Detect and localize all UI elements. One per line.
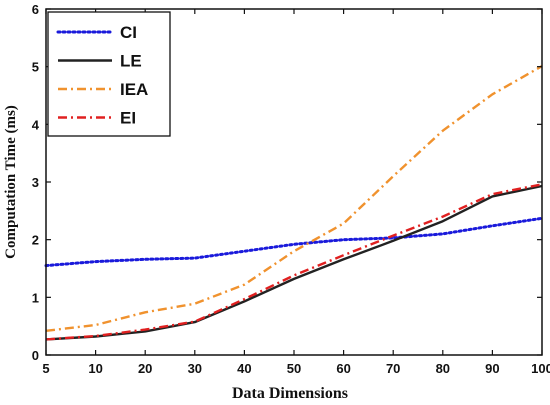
x-axis-title: Data Dimensions bbox=[232, 385, 348, 402]
legend-label-ci: CI bbox=[120, 23, 137, 42]
x-tick-label: 40 bbox=[237, 361, 251, 376]
legend-label-le: LE bbox=[120, 52, 142, 71]
y-tick-label: 0 bbox=[32, 348, 39, 363]
x-tick-label: 5 bbox=[42, 361, 49, 376]
series-line-ei bbox=[45, 183, 543, 341]
x-tick-label: 90 bbox=[485, 361, 499, 376]
x-tick-label: 50 bbox=[287, 361, 301, 376]
y-tick-label: 3 bbox=[32, 175, 39, 190]
y-tick-label: 5 bbox=[32, 60, 39, 75]
y-tick-label: 6 bbox=[32, 2, 39, 17]
y-axis-title: Computation Time (ms) bbox=[3, 105, 19, 259]
y-tick-label: 1 bbox=[32, 290, 39, 305]
x-tick-label: 100 bbox=[531, 361, 550, 376]
x-tick-label: 80 bbox=[436, 361, 450, 376]
series-line-iea bbox=[45, 65, 543, 332]
legend-label-ei: EI bbox=[120, 109, 136, 128]
y-tick-label: 4 bbox=[32, 117, 40, 132]
x-tick-label: 70 bbox=[386, 361, 400, 376]
x-tick-label: 20 bbox=[138, 361, 152, 376]
series-line-le bbox=[45, 184, 543, 341]
plot-layer: 5 10 20 30 40 50 60 70 80 90 100 0 1 2 3 4 5 6 CI LE IEA EI bbox=[32, 2, 550, 376]
series-line-ci bbox=[44, 216, 544, 268]
x-tick-label: 60 bbox=[336, 361, 350, 376]
y-tick-label: 2 bbox=[32, 233, 39, 248]
x-tick-label: 30 bbox=[188, 361, 202, 376]
x-tick-label: 10 bbox=[88, 361, 102, 376]
legend-label-iea: IEA bbox=[120, 80, 148, 99]
